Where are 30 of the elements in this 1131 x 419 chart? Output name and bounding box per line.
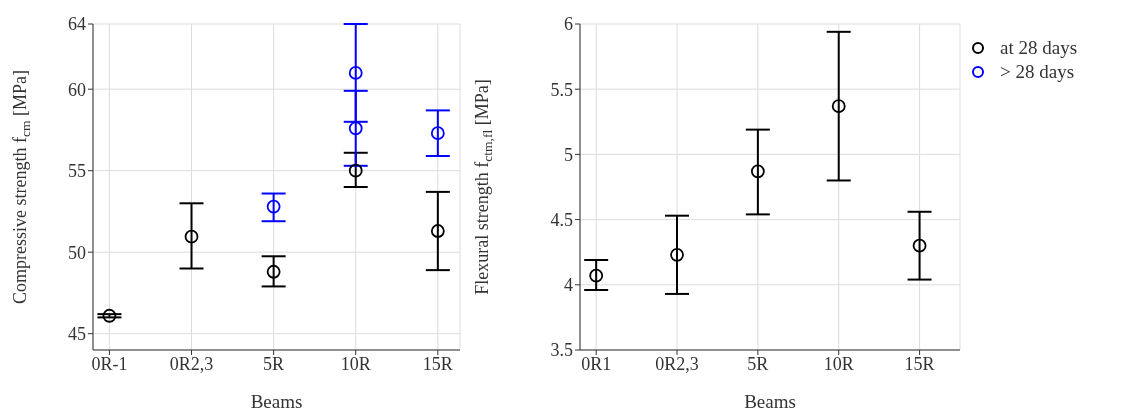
y-tick-label: 64 (68, 14, 86, 35)
x-tick-label: 15R (422, 353, 453, 374)
point (670, 247, 684, 262)
x-tick-label: 5R (263, 353, 285, 374)
y-tick-label: 4.5 (550, 209, 573, 230)
y-tick-label: 4 (564, 275, 573, 296)
legend-label: at 28 days (1000, 37, 1078, 59)
y-tick-label: 60 (68, 79, 86, 100)
x-tick-label: 0R-1 (91, 353, 128, 374)
y-tick-label: 3.5 (550, 340, 573, 361)
y-tick-label: 5.5 (550, 79, 573, 100)
x-axis-title: Beams (250, 391, 303, 412)
point (831, 99, 846, 114)
y-tick-label: 55 (68, 161, 86, 182)
x-tick-label: 10R (823, 353, 854, 374)
x-tick-label: 10R (340, 353, 371, 374)
y-tick-label: 50 (68, 242, 86, 263)
y-tick-label: 45 (68, 324, 86, 345)
point (589, 268, 604, 283)
y-tick-label: 6 (564, 14, 573, 35)
legend-label: > 28 days (1000, 61, 1075, 83)
x-tick-label: 15R (904, 353, 935, 374)
x-tick-label: 0R2,3 (169, 353, 214, 374)
x-axis-title: Beams (744, 391, 796, 412)
point (750, 164, 765, 179)
point (912, 238, 927, 253)
y-tick-label: 5 (564, 144, 573, 165)
x-tick-label: 0R2,3 (655, 353, 699, 374)
x-tick-label: 0R1 (581, 353, 612, 374)
x-tick-label: 5R (747, 353, 769, 374)
